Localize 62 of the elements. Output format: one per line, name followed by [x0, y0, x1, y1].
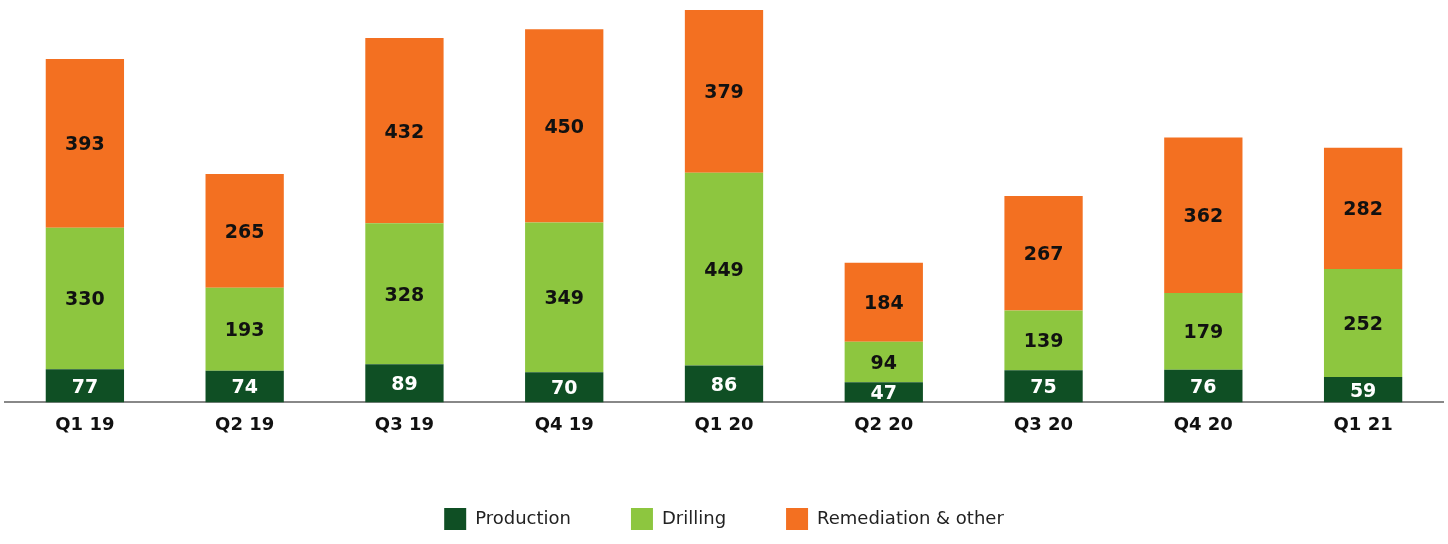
- bar: [365, 364, 444, 403]
- bar: [1164, 137, 1243, 293]
- data-label: 139: [1023, 329, 1064, 352]
- data-label: 193: [224, 318, 265, 341]
- data-label: 393: [65, 132, 105, 155]
- bar: [1004, 195, 1083, 311]
- data-label: 379: [704, 80, 744, 103]
- bar: [525, 29, 604, 223]
- bar: [525, 222, 604, 373]
- x-tick-label: Q3 20: [1013, 412, 1074, 434]
- data-label: 59: [1349, 378, 1377, 401]
- bar: [205, 287, 284, 371]
- bar: [684, 365, 764, 403]
- bar: [1004, 370, 1083, 403]
- data-label: 282: [1343, 197, 1383, 220]
- bar: [45, 369, 125, 403]
- bar: [45, 58, 125, 228]
- bar: [365, 223, 444, 365]
- data-label: 74: [231, 375, 258, 398]
- data-label: 450: [544, 114, 585, 137]
- bar: [844, 262, 923, 342]
- bar: [525, 372, 604, 403]
- data-label: 179: [1183, 320, 1224, 343]
- x-tick-label: Q1 20: [694, 412, 754, 434]
- data-label: 328: [384, 282, 425, 305]
- data-label: 70: [551, 376, 578, 399]
- bar: [844, 341, 923, 383]
- data-label: 77: [71, 374, 99, 397]
- data-label: 86: [710, 372, 738, 395]
- x-tick-label: Q2 19: [215, 412, 275, 434]
- data-label: 349: [544, 286, 585, 309]
- bar: [1004, 310, 1083, 371]
- data-label: 89: [391, 372, 418, 395]
- x-tick-label: Q2 20: [854, 412, 914, 434]
- bar: [1323, 268, 1403, 378]
- data-label: 252: [1343, 311, 1383, 334]
- data-label: 267: [1023, 242, 1064, 265]
- data-label: 47: [870, 381, 897, 404]
- bar: [45, 227, 125, 370]
- data-label: 432: [384, 119, 425, 142]
- data-label: 449: [704, 258, 744, 281]
- legend-label: Remediation & other: [817, 506, 1005, 528]
- data-label: 184: [863, 291, 904, 314]
- data-label: 76: [1190, 375, 1217, 398]
- x-tick-label: Q1 19: [55, 412, 115, 434]
- x-tick-label: Q4 20: [1173, 412, 1233, 434]
- data-label: 75: [1030, 375, 1057, 398]
- bar: [1323, 147, 1403, 269]
- bar: [1164, 292, 1243, 370]
- data-label: 265: [224, 219, 265, 242]
- bar: [684, 10, 764, 173]
- legend-label: Drilling: [661, 506, 727, 528]
- legend-label: Production: [475, 506, 571, 528]
- x-tick-label: Q3 19: [374, 412, 435, 434]
- bar: [365, 37, 444, 224]
- data-label: 362: [1183, 204, 1224, 227]
- x-tick-label: Q4 19: [534, 412, 594, 434]
- bar: [684, 172, 764, 366]
- data-label: 94: [870, 350, 897, 373]
- data-label: 330: [65, 287, 105, 310]
- bar: [205, 174, 284, 288]
- x-tick-label: Q1 21: [1333, 412, 1393, 434]
